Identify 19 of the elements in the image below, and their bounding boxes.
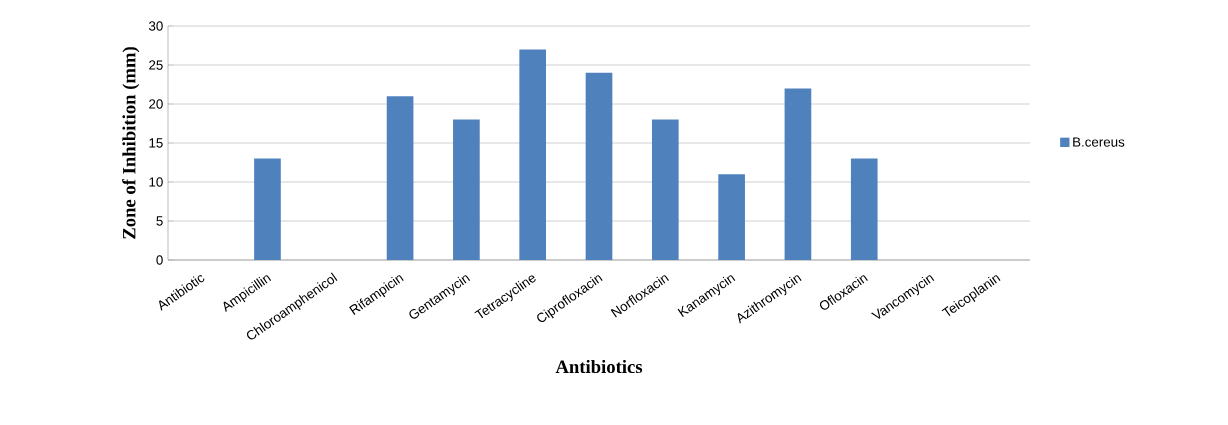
bar [850, 158, 878, 260]
bar [254, 158, 281, 260]
bar [453, 119, 480, 260]
y-tick-label: 10 [149, 177, 163, 187]
y-axis-title: Zone of Inhibition (mm) [122, 47, 140, 239]
y-tick-label: 5 [156, 216, 163, 226]
bar [519, 49, 547, 260]
bar [386, 96, 414, 260]
bar [784, 88, 812, 260]
y-tick-label: 30 [148, 21, 163, 31]
legend-label: B.cereus [1073, 137, 1125, 147]
x-axis-title: Antibiotics [555, 359, 643, 374]
bar [651, 119, 679, 260]
y-tick-label: 20 [149, 99, 163, 109]
bar [585, 72, 613, 260]
bar [718, 174, 745, 260]
y-tick-label: 25 [149, 60, 163, 70]
y-tick-label: 15 [149, 138, 163, 148]
y-tick-label: 0 [156, 255, 163, 265]
